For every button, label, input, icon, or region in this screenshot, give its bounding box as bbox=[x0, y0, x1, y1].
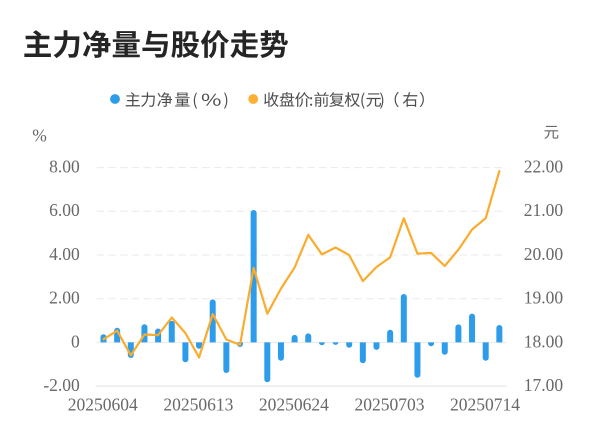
svg-text:17.00: 17.00 bbox=[524, 375, 564, 395]
svg-text:20.00: 20.00 bbox=[524, 244, 564, 264]
svg-text:20250624: 20250624 bbox=[259, 395, 329, 415]
svg-text:18.00: 18.00 bbox=[524, 331, 564, 351]
svg-text:20250703: 20250703 bbox=[355, 395, 425, 415]
svg-text:-2.00: -2.00 bbox=[43, 375, 80, 395]
svg-text:21.00: 21.00 bbox=[524, 200, 564, 220]
svg-text:20250714: 20250714 bbox=[450, 395, 520, 415]
svg-text:20250604: 20250604 bbox=[68, 395, 138, 415]
svg-text:22.00: 22.00 bbox=[524, 157, 564, 177]
svg-text:%: % bbox=[32, 125, 47, 145]
svg-text:2.00: 2.00 bbox=[49, 288, 80, 308]
svg-text:20250613: 20250613 bbox=[163, 395, 233, 415]
svg-text:8.00: 8.00 bbox=[49, 157, 80, 177]
svg-text:19.00: 19.00 bbox=[524, 288, 564, 308]
svg-text:4.00: 4.00 bbox=[49, 244, 80, 264]
svg-text:6.00: 6.00 bbox=[49, 200, 80, 220]
svg-text:0: 0 bbox=[71, 331, 80, 351]
